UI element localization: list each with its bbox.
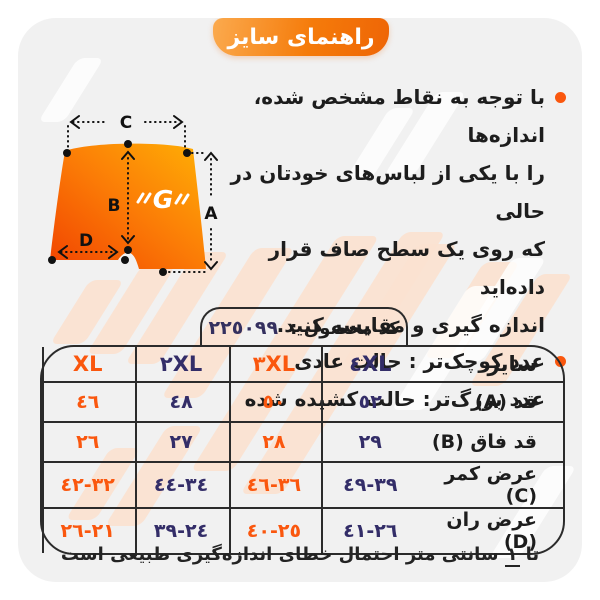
label-D: D	[79, 231, 93, 251]
tolerance-note: تا۱سانتی متر احتمال خطای اندازه‌گیری طبی…	[18, 544, 582, 567]
size-table: سایز ٤XL ٣XL ٢XL XL قد (A) ٥٢ ٥٠ ٤٨ ٤٦ ق…	[40, 345, 565, 555]
guide-canvas: راهنمای سایز G	[18, 18, 582, 582]
brand-logo-icon: G	[136, 185, 190, 214]
column-header-4xl: ٤XL	[321, 347, 421, 381]
page-title: راهنمای سایز	[227, 24, 375, 50]
label-C: C	[120, 113, 132, 133]
instructions: با توجه به نقاط مشخص شده، اندازه‌ها را ب…	[206, 78, 566, 418]
row-label: عرض کمر (C)	[421, 461, 563, 507]
table-row-length: قد (A) ٥٢ ٥٠ ٤٨ ٤٦	[42, 381, 563, 421]
row-label: عرض ران (D)	[421, 507, 563, 553]
tolerance-suffix: سانتی متر احتمال خطای اندازه‌گیری طبیعی …	[60, 544, 499, 565]
column-header-xl: XL	[42, 347, 135, 381]
label-B: B	[108, 196, 121, 216]
table-row-rise: قد فاق (B) ٢٩ ٢٨ ٢٧ ٢٦	[42, 421, 563, 461]
cell-value: ٥٠	[228, 381, 322, 421]
measurement-points	[48, 140, 191, 276]
cell-value: ٢٨	[228, 421, 322, 461]
row-label: قد فاق (B)	[421, 421, 563, 461]
cell-value: ٢٦-٤١	[321, 507, 422, 553]
cell-value: ٣٢-٤٢	[42, 461, 136, 507]
bullet-dot-icon	[555, 92, 566, 103]
table-row-thigh: عرض ران (D) ٢٦-٤١ ٢٥-٤٠ ٢٤-٣٩ ٢١-٢٦	[42, 507, 563, 553]
cell-value: ٢٦	[42, 421, 136, 461]
cell-value: ٢٩	[321, 421, 422, 461]
cell-value: ٥٢	[321, 381, 422, 421]
measurement-lines	[57, 115, 218, 273]
tolerance-number: ۱	[504, 544, 520, 567]
cell-value: ٢١-٢٦	[42, 507, 136, 553]
product-code-label: کد محصول :	[290, 317, 400, 339]
cell-value: ٣٦-٤٦	[228, 461, 322, 507]
product-code-tab: کد محصول : ٢٢٥٠٩٩	[200, 307, 408, 347]
column-header-2xl: ٢XL	[135, 347, 228, 381]
cell-value: ٣٩-٤٩	[321, 461, 422, 507]
note-measure: با توجه به نقاط مشخص شده، اندازه‌ها را ب…	[206, 78, 566, 344]
product-code-value: ٢٢٥٠٩٩	[208, 317, 279, 339]
cell-value: ٢٤-٣٩	[135, 507, 229, 553]
column-header-size: سایز	[487, 352, 538, 376]
cell-value: ٢٧	[135, 421, 229, 461]
svg-text:G: G	[153, 185, 174, 214]
cell-value: ٤٨	[135, 381, 229, 421]
cell-value: ٤٦	[42, 381, 136, 421]
row-label: قد (A)	[421, 381, 563, 421]
table-row-waist: عرض کمر (C) ٣٩-٤٩ ٣٦-٤٦ ٣٤-٤٤ ٣٢-٤٢	[42, 461, 563, 507]
label-A: A	[204, 204, 218, 224]
size-table-header-row: سایز ٤XL ٣XL ٢XL XL	[42, 347, 563, 381]
cell-value: ٣٤-٤٤	[135, 461, 229, 507]
cell-value: ٢٥-٤٠	[228, 507, 322, 553]
tolerance-prefix: تا	[525, 544, 540, 565]
shorts-measurement-diagram: G	[48, 113, 218, 276]
shorts-shape	[50, 143, 206, 269]
column-header-3xl: ٣XL	[228, 347, 321, 381]
header-badge: راهنمای سایز	[213, 18, 389, 56]
note-measure-text: با توجه به نقاط مشخص شده، اندازه‌ها را ب…	[230, 85, 545, 337]
